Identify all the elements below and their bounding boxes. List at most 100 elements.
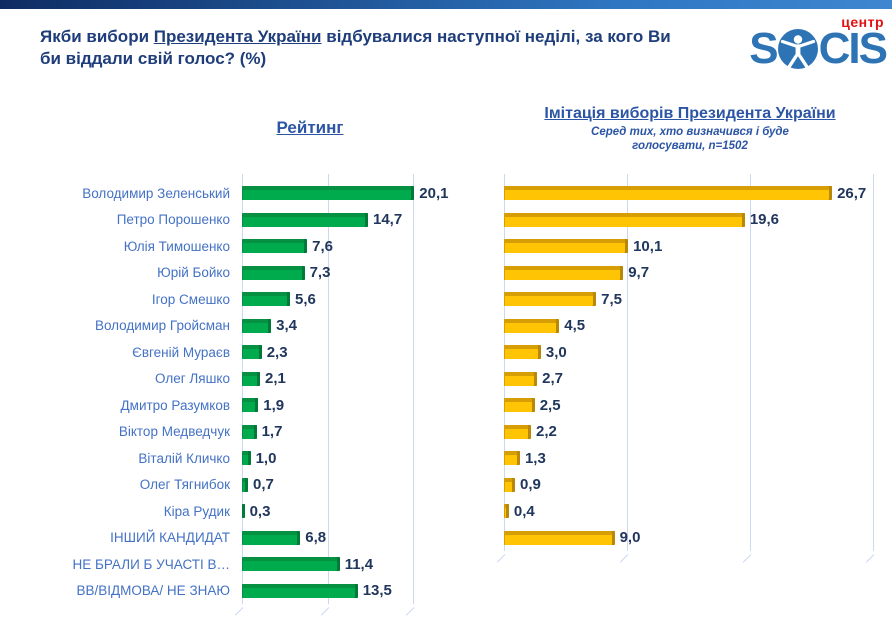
bar bbox=[504, 398, 535, 413]
bar bbox=[242, 477, 248, 492]
bar-value-label: 11,4 bbox=[344, 555, 374, 573]
bar bbox=[242, 345, 262, 360]
bar-row: 19,6 bbox=[504, 207, 880, 234]
category-label: Віталій Кличко bbox=[138, 450, 230, 466]
bar-row: 20,1 bbox=[242, 180, 458, 207]
bar bbox=[242, 557, 340, 572]
bar-value-label: 2,5 bbox=[539, 396, 561, 414]
bar-row: 2,2 bbox=[504, 419, 880, 446]
bar-value-label: 10,1 bbox=[633, 237, 663, 255]
bar-value-label: 2,2 bbox=[536, 423, 557, 441]
bar-value-label: 7,5 bbox=[601, 290, 623, 308]
category-label: Ігор Смешко bbox=[151, 291, 230, 307]
bar-value-label: 0,7 bbox=[253, 476, 274, 494]
bar-value-label: 2,7 bbox=[542, 370, 564, 388]
logo-text-cis: CIS bbox=[818, 24, 888, 73]
bar-row: 10,1 bbox=[504, 233, 880, 260]
bar-value-label: 4,5 bbox=[564, 317, 586, 335]
bar-value-label: 1,7 bbox=[261, 423, 283, 441]
bar bbox=[242, 371, 260, 386]
bar-row: 9,0 bbox=[504, 525, 880, 552]
bar-value-label: 26,7 bbox=[837, 184, 867, 202]
right-chart-subtitle: Серед тих, хто визначився і буде голосув… bbox=[591, 126, 789, 152]
bar-value-label: 0,4 bbox=[513, 502, 535, 520]
bar-value-label: 1,9 bbox=[263, 396, 285, 414]
bar bbox=[242, 424, 257, 439]
bar-value-label: 7,6 bbox=[312, 237, 333, 255]
category-label: Володимир Гройсман bbox=[94, 318, 230, 334]
bar bbox=[504, 451, 520, 466]
bar bbox=[504, 345, 541, 360]
bar bbox=[504, 477, 516, 492]
bar bbox=[504, 424, 532, 439]
bar bbox=[242, 398, 259, 413]
top-gradient-strip bbox=[0, 0, 892, 9]
survey-question-title: Якби вибори Президента України відбували… bbox=[40, 26, 690, 70]
gridline bbox=[626, 174, 628, 551]
right-chart-title-text: Імітація виборів Президента України bbox=[544, 105, 836, 122]
bar-row: 5,6 bbox=[242, 286, 458, 313]
bar-row: 26,7 bbox=[504, 180, 880, 207]
category-label: Кіра Рудик bbox=[163, 503, 230, 519]
bar-row: 0,7 bbox=[242, 472, 458, 499]
header: Якби вибори Президента України відбували… bbox=[0, 9, 892, 104]
bar bbox=[504, 212, 745, 227]
category-label: Дмитро Разумков bbox=[120, 397, 230, 413]
bar-value-label: 5,6 bbox=[295, 290, 316, 308]
bar-row: 0,9 bbox=[504, 472, 880, 499]
bar-value-label: 1,0 bbox=[255, 449, 277, 467]
vitruvian-man-icon bbox=[777, 29, 818, 69]
bar bbox=[242, 318, 272, 333]
logo-text-s: S bbox=[749, 24, 778, 73]
bar bbox=[242, 292, 290, 307]
bar-row: 1,0 bbox=[242, 445, 458, 472]
category-label: Олег Тягнибок bbox=[139, 477, 230, 493]
bar-value-label: 3,0 bbox=[545, 343, 567, 361]
bar bbox=[242, 265, 305, 280]
rating-bar-chart: 20,1 14,7 7,6 7,3 5,6 3,4 2,3 2,1 1,9 1,7 1,0 0,7 0,… bbox=[242, 174, 458, 605]
bar bbox=[242, 186, 415, 201]
bar-value-label: 6,8 bbox=[305, 529, 327, 547]
bar bbox=[504, 292, 597, 307]
bar bbox=[242, 239, 308, 254]
bar-value-label: 3,4 bbox=[276, 317, 297, 335]
bar-value-label: 14,7 bbox=[373, 211, 403, 229]
bar bbox=[504, 371, 538, 386]
left-chart-title: Рейтинг bbox=[276, 118, 344, 137]
socis-logo: центр S CIS bbox=[736, 15, 888, 73]
bar bbox=[504, 530, 615, 545]
bar-row: 11,4 bbox=[242, 551, 458, 578]
bar bbox=[504, 186, 833, 201]
gridline bbox=[872, 174, 874, 551]
category-label: Юлія Тимошенко bbox=[123, 238, 230, 254]
bar bbox=[242, 212, 368, 227]
gridline bbox=[327, 174, 329, 604]
bar-row: 2,5 bbox=[504, 392, 880, 419]
bar-value-label: 2,3 bbox=[266, 343, 288, 361]
category-label: ІНШИЙ КАНДИДАТ bbox=[110, 530, 230, 546]
bar-row: 7,5 bbox=[504, 286, 880, 313]
bar-row: 0,3 bbox=[242, 498, 458, 525]
bar-value-label: 9,7 bbox=[628, 264, 650, 282]
bar-row: 4,5 bbox=[504, 313, 880, 340]
category-label: Володимир Зеленський bbox=[82, 185, 230, 201]
bar bbox=[504, 265, 624, 280]
bar bbox=[504, 318, 560, 333]
bar-row: 2,7 bbox=[504, 366, 880, 393]
title-prefix: Якби вибори bbox=[40, 27, 154, 46]
category-labels: Володимир Зеленський Петро Порошенко Юлія … bbox=[18, 180, 230, 604]
category-label: ВВ/ВІДМОВА/ НЕ ЗНАЮ bbox=[76, 583, 230, 599]
bar-row: 14,7 bbox=[242, 207, 458, 234]
chart-area: Володимир Зеленський Петро Порошенко Юлія … bbox=[0, 174, 892, 605]
bar bbox=[504, 504, 509, 519]
bar-value-label: 9,0 bbox=[619, 529, 641, 547]
bar-row: 2,1 bbox=[242, 366, 458, 393]
bar bbox=[242, 583, 358, 598]
gridline bbox=[749, 174, 751, 551]
bar-value-label: 13,5 bbox=[362, 582, 392, 600]
bar-row: 3,4 bbox=[242, 313, 458, 340]
bar bbox=[242, 530, 301, 545]
title-underlined-phrase: Президента України bbox=[153, 27, 322, 46]
bar-row: 13,5 bbox=[242, 578, 458, 605]
bar-row: 3,0 bbox=[504, 339, 880, 366]
